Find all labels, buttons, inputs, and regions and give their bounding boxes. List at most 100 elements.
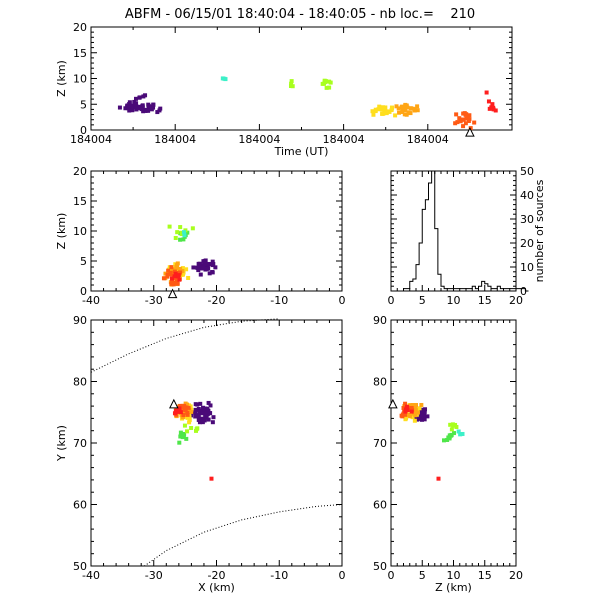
panel-z-y: 0 5 10 15 20 50 60 70 80 90 Z (km) bbox=[373, 314, 523, 594]
source-point bbox=[161, 276, 166, 281]
y-tick-label: 90 bbox=[73, 314, 87, 327]
source-point bbox=[174, 279, 179, 284]
x-axis-label: Z (km) bbox=[435, 581, 472, 594]
source-point bbox=[406, 412, 411, 417]
source-point bbox=[195, 265, 200, 270]
source-point bbox=[464, 112, 469, 117]
source-point bbox=[412, 107, 417, 112]
source-point bbox=[223, 77, 228, 82]
source-point bbox=[419, 409, 424, 414]
source-point bbox=[165, 272, 170, 277]
source-point bbox=[181, 413, 186, 418]
source-point bbox=[327, 85, 332, 90]
source-point bbox=[453, 121, 458, 126]
source-point bbox=[141, 109, 146, 114]
source-point bbox=[493, 108, 498, 113]
source-point bbox=[143, 108, 148, 113]
y-tick-label: 30 bbox=[520, 213, 534, 226]
y-tick-label: 90 bbox=[373, 314, 387, 327]
source-point bbox=[189, 409, 194, 414]
y-tick-label: 15 bbox=[73, 195, 87, 208]
source-point bbox=[467, 113, 472, 118]
y-tick-label: 80 bbox=[73, 376, 87, 389]
source-point bbox=[403, 409, 408, 414]
source-point bbox=[197, 420, 202, 425]
source-point bbox=[202, 261, 207, 266]
y-tick-label: 0 bbox=[80, 285, 87, 298]
source-point bbox=[151, 102, 156, 107]
source-point bbox=[455, 120, 460, 125]
source-point bbox=[179, 405, 184, 410]
source-point bbox=[449, 427, 454, 432]
x-tick-label: -30 bbox=[145, 294, 163, 307]
source-point bbox=[186, 405, 191, 410]
source-point bbox=[200, 420, 205, 425]
source-point bbox=[172, 274, 177, 279]
source-point bbox=[411, 411, 416, 416]
source-point bbox=[458, 432, 463, 437]
source-point bbox=[486, 99, 491, 104]
source-point bbox=[178, 270, 183, 275]
source-point bbox=[463, 121, 468, 126]
source-point bbox=[196, 268, 201, 273]
source-point bbox=[172, 276, 177, 281]
source-point bbox=[472, 120, 477, 125]
source-point bbox=[289, 79, 294, 84]
source-point bbox=[419, 402, 424, 407]
source-point bbox=[172, 280, 177, 285]
x-tick-label: 184004 bbox=[154, 133, 196, 146]
source-point bbox=[422, 410, 427, 415]
source-point bbox=[117, 105, 122, 110]
source-point bbox=[377, 104, 382, 109]
source-point bbox=[458, 119, 463, 124]
source-point bbox=[410, 415, 415, 420]
source-point bbox=[169, 281, 174, 286]
source-point bbox=[175, 277, 180, 282]
x-tick-label: -10 bbox=[270, 294, 288, 307]
source-point bbox=[191, 265, 196, 270]
station-marker-icon bbox=[388, 398, 398, 409]
source-point bbox=[210, 259, 215, 264]
chart-title: ABFM - 06/15/01 18:40:04 - 18:40:05 - nb… bbox=[125, 7, 475, 22]
source-point bbox=[184, 267, 189, 272]
source-point bbox=[425, 414, 430, 419]
y-axis-label: Y (km) bbox=[55, 425, 68, 462]
source-point bbox=[168, 270, 173, 275]
source-point bbox=[386, 109, 391, 114]
source-point bbox=[146, 103, 151, 108]
x-tick-label: 184004 bbox=[70, 133, 112, 146]
source-point bbox=[461, 124, 466, 129]
x-tick-label: -10 bbox=[270, 569, 288, 582]
x-axis-label: Time (UT) bbox=[274, 145, 329, 158]
source-point bbox=[452, 431, 457, 436]
x-tick-label: 5 bbox=[419, 294, 426, 307]
source-point bbox=[155, 110, 160, 115]
source-point bbox=[210, 262, 215, 267]
source-point bbox=[208, 403, 213, 408]
x-tick-label: 5 bbox=[419, 569, 426, 582]
x-tick-label: -20 bbox=[208, 569, 226, 582]
y-tick-label: 50 bbox=[520, 165, 534, 178]
source-point bbox=[403, 401, 408, 406]
y-axis-label: Z (km) bbox=[55, 213, 68, 250]
source-point bbox=[321, 81, 326, 86]
source-point bbox=[193, 402, 198, 407]
source-point bbox=[405, 408, 410, 413]
source-point bbox=[421, 414, 426, 419]
y-tick-label: 5 bbox=[80, 255, 87, 268]
source-point bbox=[183, 408, 188, 413]
y-tick-label: 15 bbox=[73, 47, 87, 60]
network-range-curve bbox=[144, 504, 343, 567]
x-tick-label: -30 bbox=[145, 569, 163, 582]
source-point bbox=[177, 406, 182, 411]
x-tick-label: 10 bbox=[447, 569, 461, 582]
source-point bbox=[288, 83, 293, 88]
source-point bbox=[490, 102, 495, 107]
source-point bbox=[178, 237, 183, 242]
x-tick-label: 0 bbox=[339, 569, 346, 582]
source-point bbox=[175, 281, 180, 286]
source-point bbox=[185, 412, 190, 417]
plot-frame bbox=[390, 170, 517, 292]
